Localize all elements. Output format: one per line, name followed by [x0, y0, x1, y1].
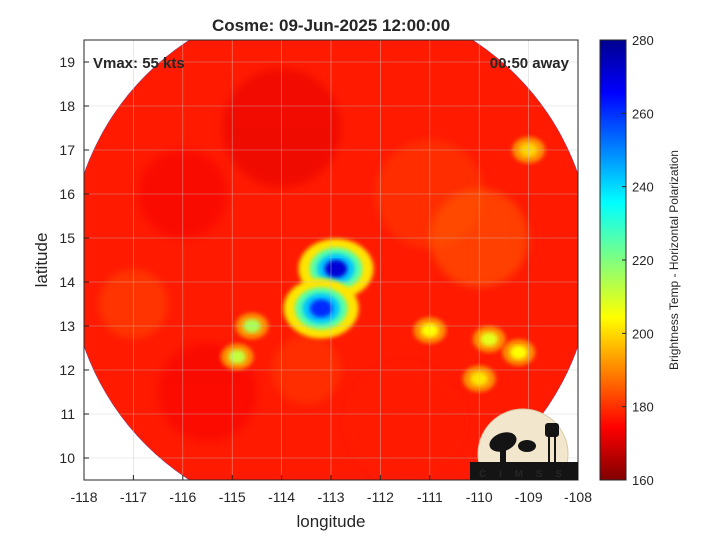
colorbar-tick-label-5: 260 [632, 106, 654, 121]
x-axis-ticks: -118 -117 -116 -115 -114 -113 -112 -111 -110 -109… [71, 475, 592, 505]
y-axis-ticks: 10 11 12 13 14 15 16 17 18 19 [59, 54, 89, 466]
x-tick-label-1: -117 [120, 489, 147, 505]
y-tick-label-6: 16 [59, 186, 75, 202]
y-tick-label-2: 12 [59, 362, 75, 378]
x-tick-label-5: -113 [318, 489, 345, 505]
x-tick-label-4: -114 [268, 489, 295, 505]
x-tick-label-9: -109 [515, 489, 543, 505]
timing-label: 00:50 away [490, 55, 570, 72]
convective-feature-1 [283, 278, 359, 339]
y-tick-label-8: 18 [59, 98, 75, 114]
y-axis-label: latitude [32, 233, 51, 288]
x-tick-label-0: -118 [71, 489, 98, 505]
y-tick-label-5: 15 [59, 230, 75, 246]
satellite-dish-icon [489, 432, 517, 452]
convective-feature-0 [298, 238, 374, 299]
chart-title: Cosme: 09-Jun-2025 12:00:00 [212, 16, 450, 35]
colorbar-tick-label-4: 240 [632, 180, 654, 195]
logo-text: C I M S S [479, 469, 567, 480]
cimss-logo: C I M S S [470, 408, 578, 480]
colorbar: 160 180 200 220 240 260 280 Brightness Temp - … [599, 33, 681, 488]
convective-feature-3 [220, 343, 254, 370]
x-tick-label-8: -110 [466, 489, 493, 505]
y-tick-label-3: 13 [59, 318, 75, 334]
satellite-dish-icon [518, 440, 536, 452]
x-tick-label-3: -115 [219, 489, 246, 505]
x-tick-label-6: -112 [367, 489, 394, 505]
x-axis-label: longitude [296, 512, 365, 531]
x-tick-label-7: -111 [417, 489, 443, 505]
colorbar-tick-label-0: 160 [632, 473, 654, 488]
y-tick-label-0: 10 [59, 450, 75, 466]
colorbar-ticks: 160 180 200 220 240 260 280 [622, 33, 654, 488]
x-tick-label-10: -108 [564, 489, 592, 505]
colorbar-tick-label-6: 280 [632, 33, 654, 48]
water-tower-icon [545, 423, 559, 437]
colorbar-tick-label-1: 180 [632, 400, 654, 415]
swath-texture-4 [345, 363, 465, 480]
convective-feature-5 [472, 326, 506, 353]
x-tick-label-2: -116 [169, 489, 196, 505]
y-tick-label-7: 17 [59, 142, 75, 158]
y-tick-label-1: 11 [60, 406, 75, 422]
colorbar-label: Brightness Temp - Horizontal Polarizatio… [667, 150, 681, 370]
colorbar-tick-label-2: 200 [632, 326, 654, 341]
colorbar-tick-label-3: 220 [632, 253, 654, 268]
convective-feature-6 [502, 339, 535, 366]
vmax-label: Vmax: 55 kts [93, 55, 185, 72]
y-tick-label-4: 14 [59, 274, 75, 290]
y-tick-label-9: 19 [59, 54, 75, 70]
